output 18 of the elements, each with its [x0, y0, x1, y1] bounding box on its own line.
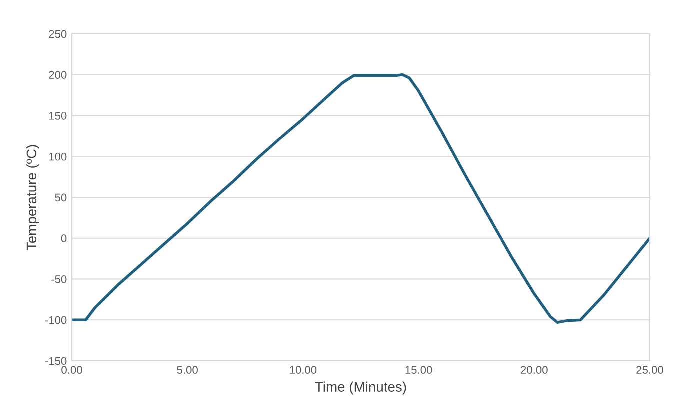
y-tick-label: 0 — [61, 234, 67, 243]
y-tick-label: 50 — [55, 194, 67, 202]
x-tick-label: 25.00 — [636, 366, 664, 374]
x-tick-label: 20.00 — [521, 366, 548, 374]
x-tick-label: 5.00 — [177, 366, 198, 374]
y-tick-label: -100 — [45, 316, 67, 324]
line-series — [72, 73, 650, 324]
y-tick-label: 100 — [49, 152, 67, 161]
y-axis-title: Temperature (ºC) — [26, 145, 40, 250]
x-axis-title: Time (Minutes) — [315, 382, 406, 395]
x-tick-label: 15.00 — [406, 366, 432, 374]
y-tick-label: 250 — [49, 30, 67, 38]
y-tick-label: 150 — [49, 112, 67, 120]
x-tick-label: 0.00 — [62, 366, 82, 374]
y-tick-label: 200 — [49, 71, 67, 80]
y-tick-label: -50 — [52, 276, 67, 284]
x-tick-label: 10.00 — [290, 366, 317, 374]
y-tick-label: -150 — [45, 357, 67, 366]
